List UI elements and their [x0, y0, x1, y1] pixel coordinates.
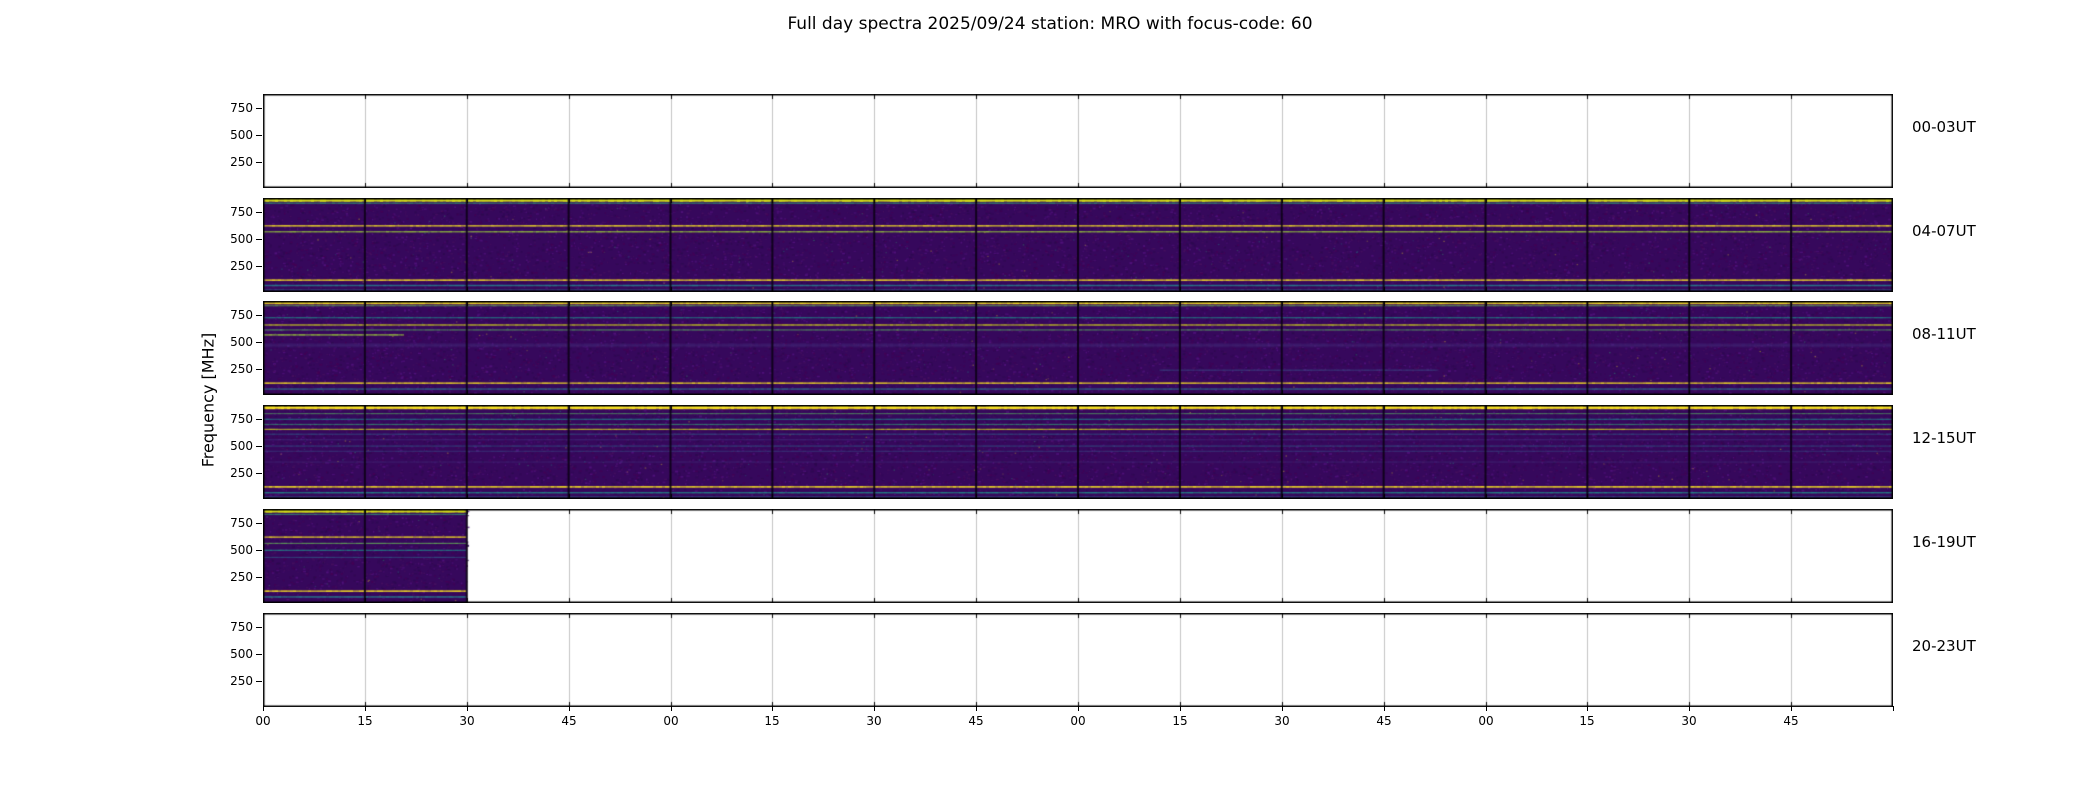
x-tick-mark: [1180, 706, 1181, 711]
x-tick-label: 15: [1579, 714, 1595, 728]
y-tick-label: 250: [230, 674, 253, 688]
x-tick-mark: [467, 706, 468, 711]
y-tick-mark: [256, 446, 262, 447]
x-tick-label: 15: [764, 714, 780, 728]
y-tick-label: 500: [230, 543, 253, 557]
y-tick-label: 250: [230, 259, 253, 273]
x-tick-label: 30: [866, 714, 882, 728]
panel-time-label: 08-11UT: [1912, 325, 1976, 343]
y-tick-label: 750: [230, 308, 253, 322]
spectrogram-canvas: [263, 509, 1893, 603]
y-tick-label: 250: [230, 466, 253, 480]
y-tick-label: 750: [230, 620, 253, 634]
x-tick-mark: [874, 706, 875, 711]
y-tick-label: 500: [230, 335, 253, 349]
y-tick-label: 500: [230, 128, 253, 142]
y-tick-mark: [256, 266, 262, 267]
x-tick-mark: [365, 706, 366, 711]
y-tick-mark: [256, 315, 262, 316]
spectrogram-panel: [263, 94, 1893, 188]
y-tick-mark: [256, 342, 262, 343]
figure-title: Full day spectra 2025/09/24 station: MRO…: [787, 14, 1313, 34]
y-tick-mark: [256, 577, 262, 578]
x-tick-mark: [263, 706, 264, 711]
y-tick-label: 750: [230, 412, 253, 426]
x-tick-label: 00: [1070, 714, 1086, 728]
y-tick-mark: [256, 212, 262, 213]
y-tick-mark: [256, 681, 262, 682]
x-tick-mark: [1078, 706, 1079, 711]
spectrogram-canvas: [263, 94, 1893, 188]
x-tick-label: 30: [1681, 714, 1697, 728]
y-tick-label: 750: [230, 516, 253, 530]
y-tick-label: 500: [230, 232, 253, 246]
x-tick-label: 00: [255, 714, 271, 728]
y-tick-mark: [256, 135, 262, 136]
panel-time-label: 16-19UT: [1912, 533, 1976, 551]
panel-time-label: 04-07UT: [1912, 222, 1976, 240]
x-tick-mark: [772, 706, 773, 711]
x-tick-label: 30: [459, 714, 475, 728]
x-tick-label: 45: [1376, 714, 1392, 728]
x-tick-label: 00: [663, 714, 679, 728]
spectrogram-panel: [263, 509, 1893, 603]
spectrogram-canvas: [263, 198, 1893, 292]
x-tick-mark: [1893, 706, 1894, 711]
spectrogram-canvas: [263, 405, 1893, 499]
spectrogram-canvas: [263, 301, 1893, 395]
y-tick-label: 750: [230, 101, 253, 115]
x-tick-mark: [569, 706, 570, 711]
x-tick-mark: [1486, 706, 1487, 711]
spectrogram-panel: [263, 613, 1893, 707]
y-tick-mark: [256, 654, 262, 655]
panel-time-label: 00-03UT: [1912, 118, 1976, 136]
x-tick-mark: [1587, 706, 1588, 711]
x-tick-label: 30: [1274, 714, 1290, 728]
panel-time-label: 12-15UT: [1912, 429, 1976, 447]
y-tick-mark: [256, 550, 262, 551]
x-tick-mark: [1282, 706, 1283, 711]
x-tick-label: 15: [1172, 714, 1188, 728]
x-tick-label: 45: [561, 714, 577, 728]
x-tick-label: 15: [357, 714, 373, 728]
spectrogram-panel: [263, 301, 1893, 395]
y-tick-mark: [256, 108, 262, 109]
y-tick-label: 750: [230, 205, 253, 219]
y-tick-label: 250: [230, 362, 253, 376]
y-tick-mark: [256, 162, 262, 163]
y-tick-mark: [256, 627, 262, 628]
spectrogram-panel: [263, 198, 1893, 292]
y-tick-label: 500: [230, 647, 253, 661]
spectrogram-panel: [263, 405, 1893, 499]
y-tick-label: 500: [230, 439, 253, 453]
y-tick-mark: [256, 523, 262, 524]
x-tick-mark: [1689, 706, 1690, 711]
panel-time-label: 20-23UT: [1912, 637, 1976, 655]
y-tick-mark: [256, 419, 262, 420]
x-tick-mark: [976, 706, 977, 711]
y-tick-label: 250: [230, 155, 253, 169]
x-tick-label: 00: [1478, 714, 1494, 728]
x-tick-label: 45: [1783, 714, 1799, 728]
x-tick-label: 45: [968, 714, 984, 728]
spectrogram-canvas: [263, 613, 1893, 707]
y-tick-mark: [256, 369, 262, 370]
x-tick-mark: [1791, 706, 1792, 711]
y-tick-mark: [256, 473, 262, 474]
y-tick-label: 250: [230, 570, 253, 584]
x-tick-mark: [671, 706, 672, 711]
y-tick-mark: [256, 239, 262, 240]
x-tick-mark: [1384, 706, 1385, 711]
